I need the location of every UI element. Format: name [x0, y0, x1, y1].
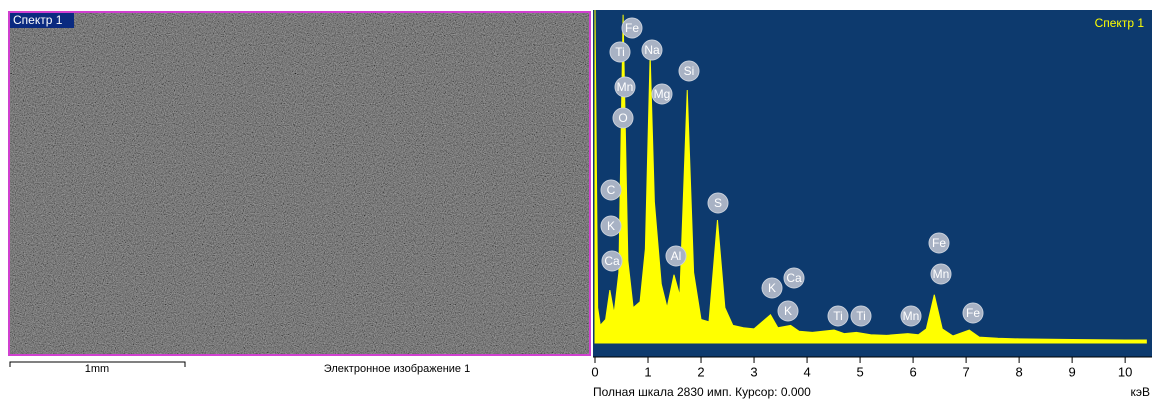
peak-label: Al	[671, 249, 682, 263]
peak-label: C	[607, 183, 616, 197]
peak-label: O	[618, 111, 627, 125]
page: Спектр 1 1mm Электронное изображение 1 0…	[0, 0, 1152, 403]
peak-label: S	[714, 196, 722, 210]
peak-label: K	[784, 304, 792, 318]
x-tick-label: 7	[962, 364, 969, 379]
peak-label: K	[607, 219, 615, 233]
peak-label: Mg	[654, 87, 671, 101]
peak-label: Fe	[966, 306, 980, 320]
peak-label: Mn	[617, 80, 634, 94]
x-unit: кэВ	[1130, 385, 1150, 399]
x-tick-label: 3	[750, 364, 757, 379]
sem-texture	[9, 12, 590, 355]
screen: Спектр 1 1mm Электронное изображение 1 0…	[0, 0, 1152, 403]
x-tick-label: 2	[697, 364, 704, 379]
scale-label: 1mm	[85, 363, 109, 375]
x-tick-label: 1	[644, 364, 651, 379]
peak-label: Mn	[933, 267, 950, 281]
peak-label: K	[768, 281, 776, 295]
peak-label: Ca	[786, 271, 802, 285]
peak-label: Na	[644, 43, 660, 57]
spectrum-title: Спектр 1	[1095, 16, 1145, 30]
peak-label: Fe	[932, 236, 946, 250]
x-tick-label: 8	[1015, 364, 1022, 379]
x-tick-label: 0	[591, 364, 598, 379]
x-tick-label: 10	[1118, 364, 1132, 379]
x-tick-label: 9	[1069, 364, 1076, 379]
peak-label: Ti	[856, 309, 866, 323]
peak-label: Fe	[625, 21, 639, 35]
x-tick-label: 6	[909, 364, 916, 379]
x-tick-label: 5	[856, 364, 863, 379]
peak-label: Ca	[604, 254, 620, 268]
peak-label: Ti	[615, 45, 625, 59]
x-tick-label: 4	[803, 364, 810, 379]
peak-label: Ti	[833, 309, 843, 323]
peak-label: Si	[684, 64, 695, 78]
footer: Полная шкала 2830 имп. Курсор: 0.000	[593, 385, 811, 399]
image-caption: Электронное изображение 1	[324, 363, 470, 375]
peak-label: Mn	[903, 309, 920, 323]
image-label: Спектр 1	[13, 13, 63, 27]
